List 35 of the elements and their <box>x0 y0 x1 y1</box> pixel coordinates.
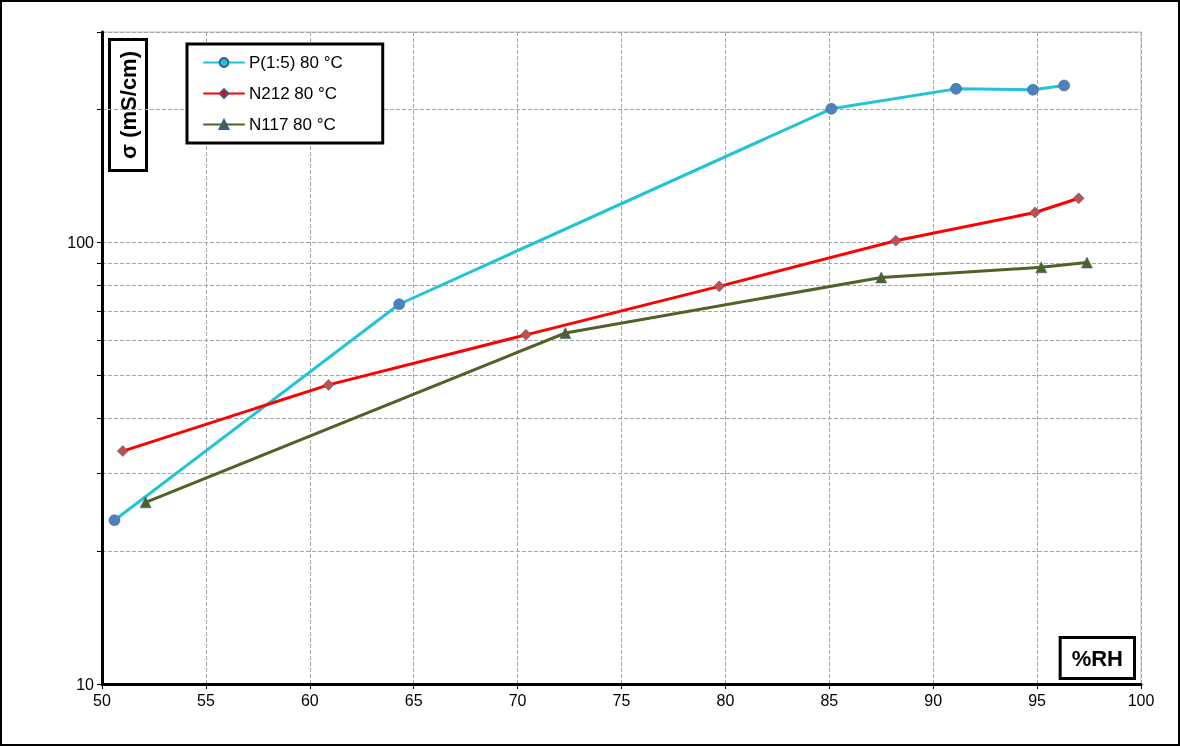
x-tick-label: 60 <box>300 691 319 709</box>
x-tick-label: 70 <box>508 691 527 709</box>
point <box>713 280 725 293</box>
x-tick-label: 65 <box>404 691 423 709</box>
x-tick-label: 90 <box>924 691 943 709</box>
x-tick-label: 55 <box>197 691 215 709</box>
point <box>1027 83 1039 96</box>
point <box>1058 79 1070 92</box>
x-tick-label: 100 <box>1127 691 1155 709</box>
legend-label: N212 80 °C <box>249 84 338 103</box>
point <box>950 83 962 95</box>
point <box>1035 261 1048 274</box>
point <box>139 496 152 509</box>
point <box>875 271 887 284</box>
point <box>1072 192 1085 205</box>
x-tick-label: 95 <box>1028 691 1047 709</box>
point <box>1081 256 1093 269</box>
y-axis-title: σ (mS/cm) <box>115 50 141 159</box>
point <box>559 327 572 339</box>
x-axis-title: %RH <box>1071 645 1124 671</box>
point <box>393 298 405 310</box>
x-tick-label: 50 <box>93 691 111 709</box>
point <box>890 234 902 247</box>
legend-label: P(1:5) 80 °C <box>249 53 343 72</box>
y-tick-label: 10 <box>76 675 95 693</box>
legend-label: N117 80 °C <box>249 115 336 134</box>
point <box>825 103 838 115</box>
point <box>520 329 532 341</box>
x-tick-label: 85 <box>820 691 839 709</box>
point <box>117 445 129 457</box>
point <box>1029 206 1041 219</box>
point <box>322 379 335 391</box>
x-tick-label: 75 <box>612 691 631 709</box>
point <box>108 514 121 526</box>
x-tick-label: 80 <box>716 691 735 709</box>
